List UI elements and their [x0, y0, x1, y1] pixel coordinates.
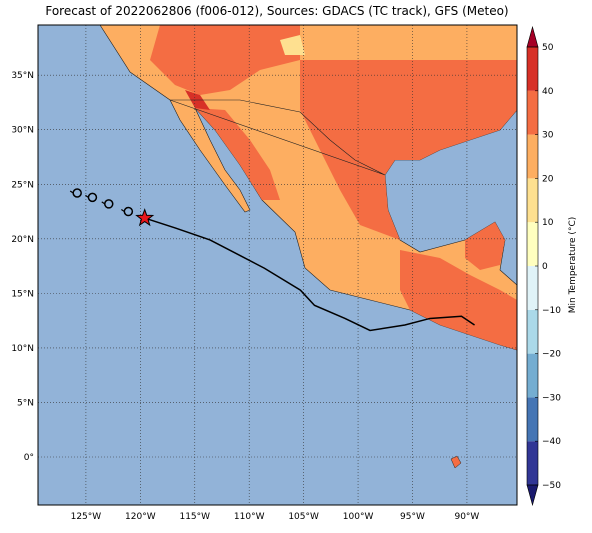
- warm-region: [400, 250, 517, 350]
- warm-region: [150, 25, 300, 95]
- y-tick-label: 20°N: [11, 235, 34, 245]
- storm-track: [144, 217, 475, 332]
- map-frame: [37, 24, 518, 506]
- x-tick-label: 95°W: [400, 512, 425, 522]
- colorbar-tick-label: 40: [542, 87, 554, 97]
- y-tick-label: 10°N: [11, 344, 34, 354]
- colorbar-band: [527, 397, 538, 442]
- x-tick-label: 125°W: [71, 512, 102, 522]
- y-tick-label: 25°N: [11, 180, 34, 190]
- colorbar-tick-label: 30: [542, 131, 554, 141]
- colorbar-band: [527, 222, 538, 266]
- cool-region: [280, 35, 305, 55]
- x-tick-label: 115°W: [179, 512, 210, 522]
- y-tick-label: 5°N: [17, 398, 34, 408]
- colorbar-band: [527, 47, 538, 91]
- past-position-tick: [69, 190, 74, 194]
- border: [169, 99, 386, 176]
- past-position-tick: [101, 201, 106, 205]
- colorbar-over: [526, 25, 539, 48]
- colorbar-tick-label: −30: [542, 393, 561, 403]
- x-tick-label: 120°W: [125, 512, 156, 522]
- x-tick-label: 90°W: [454, 512, 479, 522]
- map-title: Forecast of 2022062806 (f006-012), Sourc…: [45, 4, 508, 18]
- colorbar-under: [526, 484, 539, 507]
- colorbar-band: [527, 90, 538, 135]
- y-tick-label: 15°N: [11, 289, 34, 299]
- warm-region: [465, 222, 505, 270]
- x-tick-label: 105°W: [288, 512, 319, 522]
- colorbar-band: [527, 353, 538, 398]
- y-tick-label: 35°N: [11, 71, 34, 81]
- colorbar-tick-label: −10: [542, 306, 561, 316]
- colorbar-tick-label: 20: [542, 174, 554, 184]
- colorbar-band: [527, 134, 538, 179]
- warm-region: [195, 108, 280, 200]
- colorbar-band: [527, 441, 538, 485]
- current-position: [135, 208, 155, 227]
- colorbar-band: [527, 178, 538, 223]
- x-tick-label: 110°W: [234, 512, 265, 522]
- x-tick-label: 100°W: [343, 512, 374, 522]
- colorbar-tick-label: −20: [542, 350, 561, 360]
- y-tick-label: 0°: [24, 453, 34, 463]
- colorbar-tick-label: −40: [542, 437, 561, 447]
- colorbar-band: [527, 309, 538, 354]
- map-area: [38, 25, 517, 505]
- colorbar-tick-label: 0: [542, 262, 548, 272]
- past-position-tick: [85, 194, 89, 198]
- y-tick-label: 30°N: [11, 126, 34, 136]
- colorbar-tick-label: 10: [542, 218, 554, 228]
- colorbar-tick-label: 50: [542, 43, 554, 53]
- colorbar-band: [527, 266, 538, 310]
- colorbar-tick-label: −50: [542, 481, 561, 491]
- colorbar-label: Min Temperature (°C): [568, 217, 578, 314]
- warm-region: [300, 60, 517, 240]
- past-position-tick: [121, 209, 125, 213]
